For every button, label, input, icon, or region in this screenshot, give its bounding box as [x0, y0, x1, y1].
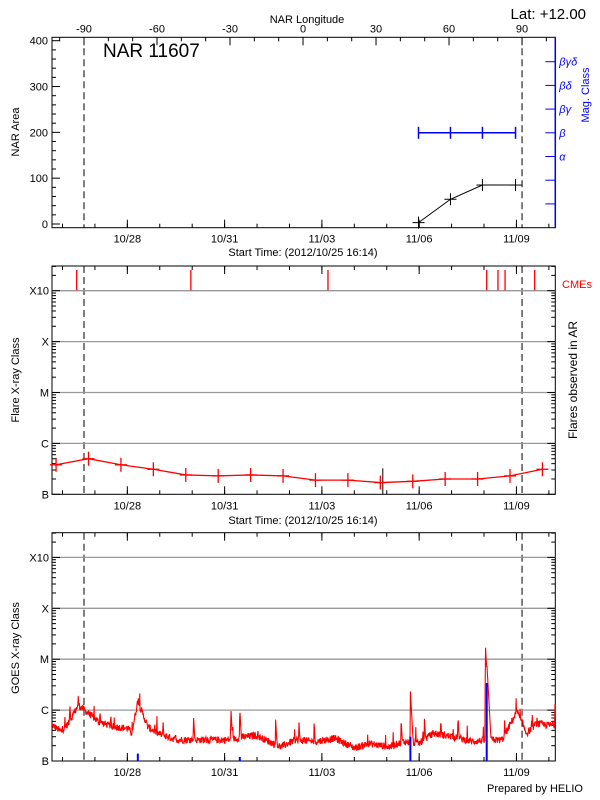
time-axis-title-1: Start Time: (2012/10/25 16:14): [228, 247, 377, 259]
goes-class-axis-title: GOES X-ray Class: [10, 602, 22, 694]
longitude-tick-label: -90: [76, 23, 92, 35]
longitude-tick-label: -30: [222, 23, 238, 35]
area-tick-label: 200: [30, 127, 48, 139]
time-tick-label: 10/28: [114, 767, 142, 779]
time-axis-title-2: Start Time: (2012/10/25 16:14): [228, 515, 377, 527]
mag-class-axis-title: Mag. Class: [580, 67, 592, 123]
time-tick-label: 11/03: [309, 500, 336, 512]
class-tick-label: M: [40, 388, 49, 400]
longitude-tick-label: 0: [300, 23, 306, 35]
class-tick-label: C: [41, 705, 49, 717]
class-tick-label: B: [42, 756, 49, 768]
time-tick-label: 10/28: [114, 500, 142, 512]
longitude-tick-label: -60: [149, 23, 165, 35]
latitude-label: Lat: +12.00: [511, 6, 586, 23]
time-tick-label: 11/03: [309, 234, 336, 246]
longitude-tick-label: 60: [443, 23, 455, 35]
time-tick-label: 10/31: [211, 500, 239, 512]
time-tick-label: 11/06: [406, 767, 433, 779]
time-tick-label: 11/09: [503, 767, 530, 779]
panel-frame-2: [51, 265, 556, 495]
nar-area-axis-title: NAR Area: [10, 107, 22, 157]
nar-title: NAR 11607: [103, 41, 200, 62]
area-tick-label: 400: [30, 36, 48, 48]
area-tick-label: 0: [42, 219, 48, 231]
flares-observed-axis-title: Flares observed in AR: [566, 321, 580, 439]
area-series-line: [418, 184, 516, 224]
mag-class-tick-label: α: [559, 152, 566, 164]
class-tick-label: X10: [29, 552, 49, 564]
flare-class-series-line: [55, 458, 543, 484]
longitude-tick-label: 90: [516, 23, 528, 35]
time-tick-label: 11/06: [406, 234, 433, 246]
panel-frame-3: [51, 532, 556, 762]
cme-label: CMEs: [562, 279, 592, 291]
class-tick-label: X: [42, 603, 50, 615]
mag-class-tick-label: βγ: [558, 104, 572, 116]
plot-layer: 10/28 10/31 11/03 11/06 11/09 10/28 10/31 11/03…: [29, 23, 578, 779]
time-tick-label: 11/03: [309, 767, 336, 779]
class-tick-label: M: [40, 654, 49, 666]
longitude-tick-label: 30: [370, 23, 382, 35]
flare-class-axis-title: Flare X-ray Class: [10, 337, 22, 422]
time-tick-label: 11/06: [406, 500, 433, 512]
class-tick-label: B: [42, 489, 49, 501]
time-tick-label: 11/09: [503, 234, 530, 246]
time-tick-label: 10/31: [211, 767, 239, 779]
class-tick-label: C: [41, 438, 49, 450]
goes-flux-curve: [51, 647, 556, 751]
prepared-by-label: Prepared by HELIO: [487, 783, 583, 795]
mag-class-tick-label: βγδ: [558, 57, 578, 69]
mag-class-tick-label: β: [558, 128, 566, 140]
time-tick-label: 10/31: [211, 234, 239, 246]
class-tick-label: X: [42, 337, 50, 349]
class-tick-label: X10: [29, 286, 49, 298]
time-tick-label: 10/28: [114, 234, 142, 246]
area-tick-label: 100: [30, 173, 48, 185]
area-tick-label: 300: [30, 82, 48, 94]
mag-class-tick-label: βδ: [558, 80, 572, 92]
time-tick-label: 11/09: [503, 500, 530, 512]
top-axis-title: NAR Longitude: [270, 14, 345, 26]
